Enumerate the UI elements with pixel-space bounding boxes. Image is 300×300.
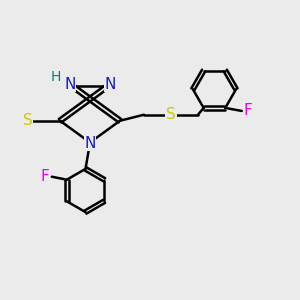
Text: F: F — [41, 169, 50, 184]
Text: N: N — [64, 76, 76, 92]
Text: N: N — [104, 76, 116, 92]
Text: H: H — [51, 70, 61, 84]
Text: F: F — [244, 103, 253, 118]
Text: N: N — [84, 136, 96, 151]
Text: S: S — [23, 113, 32, 128]
Text: S: S — [166, 107, 176, 122]
